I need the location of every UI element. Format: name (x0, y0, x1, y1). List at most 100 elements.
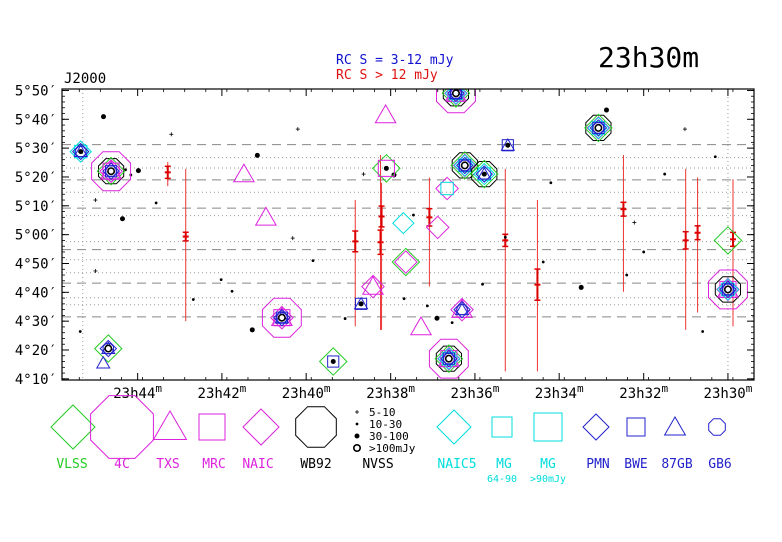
rc-bar-11 (164, 161, 171, 187)
y-tick-label-6: 4°50′ (15, 256, 57, 272)
legend-nvss-size-2: 30-100 (369, 430, 409, 443)
source-20 (450, 297, 474, 322)
source-14 (409, 315, 433, 336)
source-nvss (383, 165, 389, 171)
legend-label-mrc: MRC (202, 457, 225, 472)
catalog-sources (69, 89, 748, 379)
source-mg (449, 89, 463, 101)
legend-label-txs: TXS (156, 457, 179, 472)
x-tick-label-1: 23h42m (198, 382, 247, 402)
nvss-point-21 (578, 284, 584, 290)
source-vlss (96, 156, 126, 186)
source-vlss (441, 89, 471, 108)
y-tick-label-5: 5°00′ (15, 228, 57, 244)
nvss-point-38 (682, 127, 687, 132)
source-vlss (434, 344, 464, 374)
source-nvss (481, 171, 487, 177)
source-gb6 (456, 304, 468, 316)
source-gb6 (592, 122, 605, 134)
rc-bar-6 (534, 200, 541, 372)
source-24 (708, 269, 748, 310)
source-nvss (505, 142, 511, 148)
source-vlss (93, 334, 123, 363)
y-tick-label-8: 4°30′ (15, 314, 57, 330)
source-22 (500, 137, 516, 152)
legend-symbol-87gb (663, 416, 687, 436)
nvss-point-8 (230, 289, 234, 293)
legend-nvss-size-0: 5-10 (369, 406, 396, 419)
nvss-point-31 (93, 198, 98, 203)
source-vlss (469, 159, 499, 189)
legend-symbol-wb92 (295, 406, 337, 448)
source-gb6 (75, 145, 87, 158)
nvss-point-13 (361, 172, 366, 177)
legend-symbol-mg90 (533, 412, 563, 442)
x-tick-label-3: 23h38m (366, 382, 415, 402)
rc-bar-0 (182, 168, 189, 322)
source-16 (435, 176, 460, 201)
legend-label-4c: 4C (114, 457, 130, 472)
nvss-point-10 (254, 152, 260, 158)
source-gb6 (276, 312, 288, 324)
source-nvss (723, 285, 732, 294)
x-tick-label-0: 23h44m (113, 382, 162, 402)
source-wb92 (714, 276, 741, 303)
source-nvss (460, 161, 469, 170)
source-naic5 (453, 154, 477, 177)
rc-bar-2 (377, 155, 384, 330)
y-tick-label-1: 5°40′ (15, 112, 57, 128)
source-4c (261, 297, 302, 338)
source-0 (69, 140, 93, 163)
source-10 (374, 103, 397, 124)
source-txs (254, 206, 277, 226)
rc-bar-3 (378, 182, 385, 330)
nvss-point-27 (603, 107, 609, 113)
legend-label-gb6: GB6 (708, 457, 731, 472)
source-mrc (377, 159, 395, 177)
source-mg (591, 121, 606, 135)
nvss-point-32 (78, 330, 82, 333)
y-tick-label-4: 5°10′ (15, 199, 57, 215)
source-8 (353, 296, 369, 310)
epoch-label: J2000 (64, 71, 106, 87)
source-naic (425, 215, 450, 240)
legend-label-87gb: 87GB (661, 457, 692, 472)
legend-symbol-bwe (626, 417, 646, 437)
source-21 (469, 159, 499, 189)
rc-bar-7 (620, 155, 627, 292)
source-naic5 (444, 89, 468, 105)
source-naic (269, 305, 294, 330)
source-gb6 (443, 353, 455, 365)
x-tick-label-6: 23h32m (619, 382, 668, 402)
plot-area: 5°50′ 5°40′ 5°30′ 5°20′ 5°10′ 5°00′ 4°50′ 4°40′… (15, 83, 755, 402)
source-pmn (475, 165, 494, 183)
source-11 (371, 153, 401, 183)
source-13 (391, 247, 421, 277)
source-vlss (584, 113, 613, 143)
nvss-point-22 (625, 273, 629, 277)
source-naic (393, 250, 418, 274)
nvss-point-24 (701, 330, 705, 333)
nvss-point-4 (119, 216, 125, 222)
source-12 (392, 211, 415, 235)
axis-ticks: 5°50′ 5°40′ 5°30′ 5°20′ 5°10′ 5°00′ 4°50′ 4°40′… (15, 83, 755, 402)
source-4 (232, 163, 255, 183)
source-txs (409, 315, 433, 336)
y-tick-label-7: 4°40′ (15, 285, 57, 301)
source-nvss (277, 313, 286, 322)
legend-symbol-pmn (582, 413, 610, 441)
legend-nvss-marker-2 (354, 433, 360, 439)
source-4c (436, 89, 476, 114)
legend-symbol-txs (152, 410, 188, 440)
nvss-point-26 (713, 155, 717, 159)
source-txs (232, 163, 255, 183)
nvss-point-35 (402, 297, 406, 301)
legend-label-pmn: PMN (586, 457, 609, 472)
nvss-point-19 (481, 282, 484, 286)
source-gb6 (105, 165, 117, 177)
nvss-point-17 (434, 315, 440, 321)
nvss-point-16 (425, 304, 429, 308)
source-bwe (327, 355, 340, 368)
source-naic (99, 159, 123, 184)
